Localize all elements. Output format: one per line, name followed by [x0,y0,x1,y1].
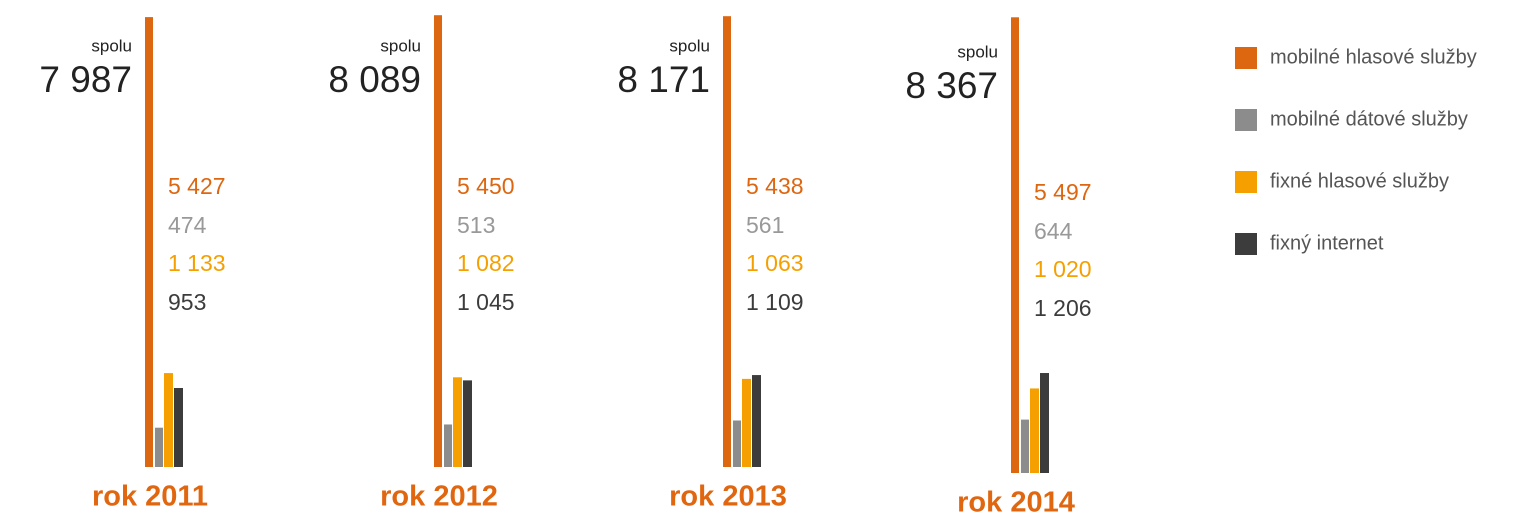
bar [463,380,472,467]
total-value: 8 367 [905,65,998,106]
legend-label: mobilné dátové služby [1270,108,1468,130]
value-label: 953 [168,289,206,315]
legend-swatch [1235,47,1257,69]
bar [723,16,731,468]
total-caption: spolu [669,36,710,55]
value-label: 5 438 [746,173,804,199]
total-value: 8 171 [617,59,710,100]
category-label: rok 2013 [669,481,787,513]
bar [164,373,173,467]
value-label: 5 427 [168,173,226,199]
bar [1021,419,1029,473]
total-caption: spolu [380,36,421,55]
total-value: 8 089 [328,59,421,100]
value-label: 561 [746,212,784,238]
legend-swatch [1235,109,1257,131]
bar [434,15,442,467]
legend-label: mobilné hlasové služby [1270,46,1477,68]
legend-swatch [1235,233,1257,255]
bar [733,420,741,467]
bar [453,377,462,467]
value-label: 1 063 [746,250,804,276]
bar [444,424,452,467]
legend-label: fixné hlasové služby [1270,170,1449,192]
value-label: 1 045 [457,289,515,315]
value-label: 1 109 [746,289,804,315]
value-label: 5 497 [1034,179,1092,205]
value-label: 1 206 [1034,295,1092,321]
value-label: 5 450 [457,173,515,199]
bar [1011,17,1019,473]
bar [752,375,761,467]
total-value: 7 987 [39,59,132,100]
bar [174,387,183,467]
value-label: 1 082 [457,250,515,276]
bar [742,378,751,467]
value-label: 513 [457,212,495,238]
legend-label: fixný internet [1270,232,1384,254]
value-label: 644 [1034,218,1073,244]
value-label: 1 020 [1034,256,1092,282]
value-label: 1 133 [168,250,226,276]
bar [1030,388,1039,473]
bar [155,427,163,467]
value-label: 474 [168,212,207,238]
category-label: rok 2011 [92,481,208,513]
category-label: rok 2014 [957,487,1075,519]
category-label: rok 2012 [380,481,498,513]
total-caption: spolu [91,36,132,55]
legend-swatch [1235,171,1257,193]
bar [1040,373,1049,473]
bar [145,17,153,468]
total-caption: spolu [957,42,998,61]
